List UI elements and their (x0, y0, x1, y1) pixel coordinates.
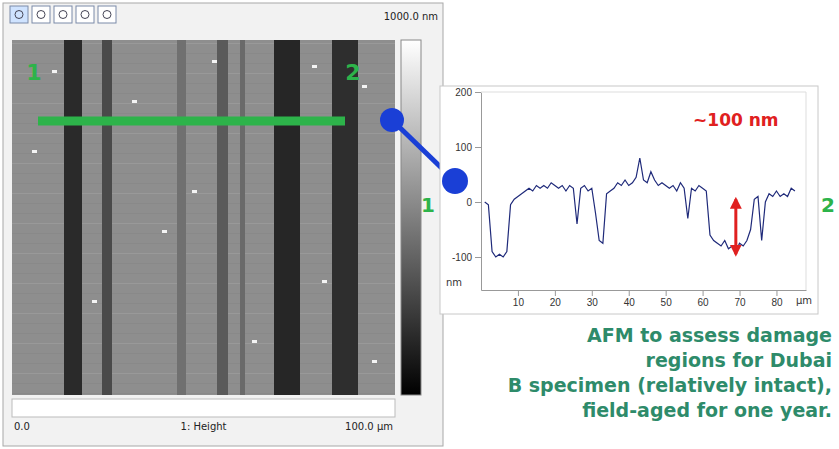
y-tick: 100 (455, 142, 481, 153)
x-tick: 80 (771, 290, 783, 308)
y-tick: 0 (466, 197, 481, 208)
x-tick: 10 (513, 290, 525, 308)
afm-channel: 1: Height (181, 421, 227, 432)
depth-annotation: ~100 nm (693, 110, 778, 130)
particle (132, 100, 137, 103)
y-tick: -100 (452, 252, 481, 263)
y-tick-label: 0 (466, 197, 472, 208)
x-tick-mark (592, 290, 593, 296)
x-tick-label: 50 (661, 297, 673, 308)
y-tick-mark (475, 92, 481, 93)
depth-arrow (734, 199, 737, 254)
afm-texture (12, 40, 395, 395)
x-axis-line (482, 290, 807, 291)
particle (312, 65, 317, 68)
x-tick-label: 80 (771, 297, 783, 308)
chart-box (440, 86, 818, 314)
damage-stripe (102, 40, 112, 395)
damage-stripe (177, 40, 186, 395)
afm-x-end: 100.0 µm (345, 421, 393, 432)
plot-area (485, 158, 795, 257)
y-axis: -100 0 100 200 (452, 87, 482, 291)
particle (32, 150, 37, 153)
toolbar-button[interactable] (10, 6, 28, 23)
afm-image (12, 40, 395, 395)
plot-frame (481, 92, 806, 93)
toolbar-button[interactable] (98, 6, 116, 23)
x-axis-title: µm (796, 295, 812, 306)
connector-dot (380, 108, 404, 132)
x-tick-mark (629, 290, 630, 296)
particle (162, 230, 167, 233)
x-tick-mark (666, 290, 667, 296)
x-tick: 20 (550, 290, 562, 308)
damage-stripe (64, 40, 82, 395)
particle (212, 60, 217, 63)
damage-stripe (274, 40, 300, 395)
particle (322, 280, 327, 283)
damage-stripe (240, 40, 245, 395)
profile-start-label: 1 (26, 60, 41, 85)
particle (52, 70, 57, 73)
toolbar-icon (37, 11, 45, 19)
caption-line: field-aged for one year. (582, 399, 832, 421)
particle (192, 190, 197, 193)
particle (252, 340, 257, 343)
profile-trace (485, 158, 795, 257)
x-tick-mark (740, 290, 741, 296)
profile-end-label: 2 (345, 60, 360, 85)
particle (372, 360, 377, 363)
x-tick: 70 (734, 290, 746, 308)
x-tick-mark (703, 290, 704, 296)
colorbar-label: 1000.0 nm (384, 11, 438, 22)
profile-line (38, 117, 345, 126)
caption-line: regions for Dubai (646, 349, 832, 371)
caption-line: B specimen (relatively intact), (508, 374, 832, 396)
y-tick-label: 100 (455, 142, 472, 153)
plot-frame (806, 92, 807, 290)
afm-window (3, 3, 443, 446)
connector-dot (442, 168, 468, 194)
x-tick: 30 (587, 290, 599, 308)
x-tick-label: 20 (550, 297, 562, 308)
x-tick: 60 (698, 290, 710, 308)
damage-stripe (217, 40, 228, 395)
y-tick-label: 200 (455, 87, 472, 98)
x-tick-mark (776, 290, 777, 296)
y-tick-mark (475, 202, 481, 203)
x-tick-mark (555, 290, 556, 296)
toolbar-icon (15, 11, 23, 19)
y-tick-mark (475, 257, 481, 258)
toolbar-button[interactable] (54, 6, 72, 23)
colorbar (401, 40, 421, 395)
x-tick-label: 60 (698, 297, 710, 308)
caption-line: AFM to assess damage (587, 324, 832, 346)
toolbar-icon (103, 11, 111, 19)
canvas: 1000.0 nm0.01: Height100.0 µm12102030405… (0, 0, 839, 449)
profile-start-label: 1 (421, 193, 435, 217)
profile-end-label: 2 (821, 193, 835, 217)
x-tick-label: 10 (513, 297, 525, 308)
toolbar-icon (81, 11, 89, 19)
toolbar-button[interactable] (32, 6, 50, 23)
particle (92, 300, 97, 303)
x-tick: 40 (624, 290, 636, 308)
x-tick-label: 70 (734, 297, 746, 308)
y-axis-line (481, 93, 482, 291)
particle (362, 85, 367, 88)
afm-x-start: 0.0 (14, 421, 30, 432)
y-tick: 200 (455, 87, 481, 98)
y-tick-mark (475, 147, 481, 148)
x-tick: 50 (661, 290, 673, 308)
x-tick-mark (518, 290, 519, 296)
toolbar-icon (59, 11, 67, 19)
x-tick-label: 40 (624, 297, 636, 308)
damage-stripe (332, 40, 358, 395)
y-tick-label: -100 (452, 252, 472, 263)
toolbar-button[interactable] (76, 6, 94, 23)
afm-axis-bar (12, 399, 395, 417)
x-axis: 10 20 30 40 50 60 70 80 (482, 290, 807, 308)
y-axis-title: nm (446, 277, 462, 288)
x-tick-label: 30 (587, 297, 599, 308)
